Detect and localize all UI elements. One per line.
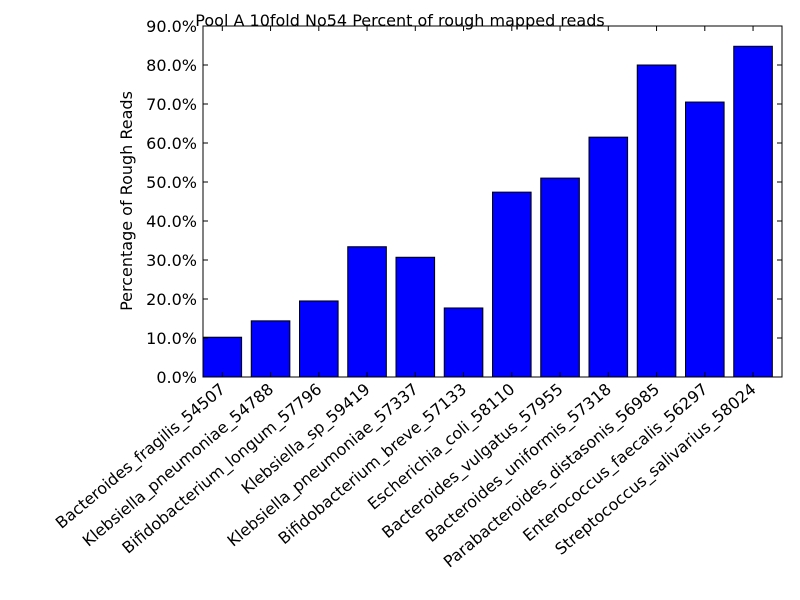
y-tick-label: 80.0% (146, 56, 197, 75)
y-tick-label: 90.0% (146, 17, 197, 36)
y-tick-label: 70.0% (146, 95, 197, 114)
bar-Klebsiella_sp_59419 (347, 246, 387, 378)
bar-Streptococcus_salivarius_58024 (733, 45, 773, 378)
y-tick-label: 50.0% (146, 173, 197, 192)
y-tick-label: 60.0% (146, 134, 197, 153)
y-tick-label: 10.0% (146, 329, 197, 348)
bar-Bifidobacterium_breve_57133 (443, 307, 484, 378)
bar-Parabacteroides_distasonis_56985 (636, 64, 677, 378)
bar-Bifidobacterium_longum_57796 (299, 300, 339, 378)
bar-Klebsiella_pneumoniae_54788 (250, 320, 291, 378)
y-ticks-group: 0.0% 10.0% 20.0% 30.0% 40.0% 50.0% 60.0% 70.0% 8… (146, 17, 782, 387)
bars-group (202, 45, 773, 378)
bar-Bacteroides_uniformis_57318 (588, 136, 629, 378)
y-tick-label: 0.0% (156, 368, 197, 387)
bar-Bacteroides_vulgatus_57955 (540, 177, 580, 378)
y-tick-label: 20.0% (146, 290, 197, 309)
bar-Bacteroides_fragilis_54507 (202, 336, 243, 378)
bar-Klebsiella_pneumoniae_57337 (395, 256, 436, 378)
bar-Escherichia_coli_58110 (492, 191, 532, 378)
bar-Enterococcus_faecalis_56297 (685, 101, 725, 378)
y-tick-label: 30.0% (146, 251, 197, 270)
chart-title: Pool A 10fold No54 Percent of rough mapp… (195, 11, 604, 30)
plot-frame (202, 25, 783, 378)
y-tick-label: 40.0% (146, 212, 197, 231)
y-axis-label: Percentage of Rough Reads (117, 91, 136, 311)
